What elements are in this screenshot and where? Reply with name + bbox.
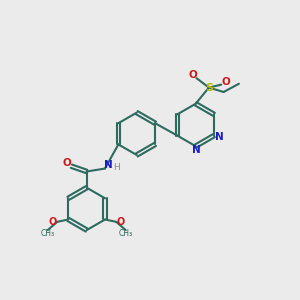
Text: H: H <box>113 163 119 172</box>
Text: O: O <box>116 218 124 227</box>
Text: N: N <box>104 160 113 170</box>
Text: N: N <box>215 132 224 142</box>
Text: O: O <box>188 70 197 80</box>
Text: O: O <box>63 158 72 168</box>
Text: CH₃: CH₃ <box>41 229 55 238</box>
Text: O: O <box>49 218 57 227</box>
Text: O: O <box>222 77 230 87</box>
Text: S: S <box>205 82 213 93</box>
Text: CH₃: CH₃ <box>118 229 133 238</box>
Text: N: N <box>192 145 201 155</box>
